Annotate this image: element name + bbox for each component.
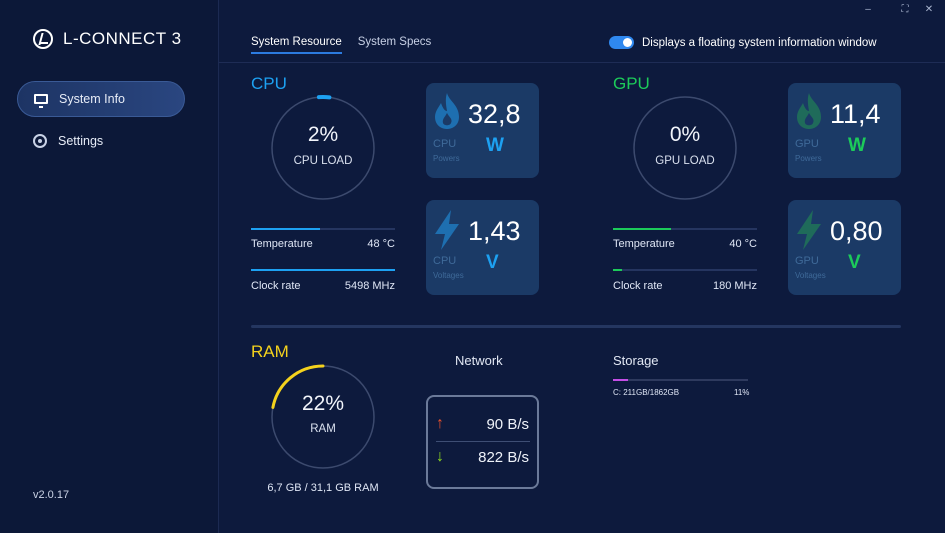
ram-load-label: RAM [310,423,336,435]
storage-drive-percent: 11% [734,388,750,397]
gpu-clock-label: Clock rate [613,280,663,292]
gpu-power-card: 11,4 W GPU Powers [788,83,901,178]
flame-icon [435,93,459,129]
cpu-power-unit: W [486,135,504,156]
floating-window-label: Displays a floating system information w… [642,36,877,49]
version-label: v2.0.17 [33,489,70,501]
section-divider [251,325,901,328]
cpu-voltage-sub: Voltages [433,271,464,280]
sidebar-item-system-info[interactable]: System Info [17,81,185,117]
monitor-icon [33,91,49,108]
floating-window-setting: Displays a floating system information w… [609,36,877,49]
gpu-temperature-bar [613,228,757,230]
cpu-load-value: 2% [307,123,339,146]
storage-bar-fill [613,379,628,381]
cpu-voltage-name: CPU [433,255,457,267]
cpu-voltage-card: 1,43 V CPU Voltages [426,200,539,295]
ram-load-value: 22% [301,392,345,415]
cpu-clock-bar [251,269,395,271]
gpu-voltage-name: GPU [795,255,819,267]
gpu-power-sub: Powers [795,154,822,163]
gpu-clock-bar-fill [613,269,622,271]
app-title: L-CONNECT 3 [63,29,182,48]
download-speed: 822 B/s [478,449,529,466]
ram-title: RAM [251,342,289,361]
cpu-voltage-unit: V [486,252,499,273]
gpu-voltage-card: 0,80 V GPU Voltages [788,200,901,295]
close-button[interactable]: ✕ [924,4,934,15]
header-divider [219,62,945,63]
gpu-clock-value: 180 MHz [712,280,757,292]
gpu-temperature-bar-fill [613,228,671,230]
cpu-power-name: CPU [433,138,457,150]
cpu-clock-value: 5498 MHz [344,280,395,292]
upload-speed: 90 B/s [486,416,529,433]
cpu-power-card: 32,8 W CPU Powers [426,83,539,178]
cpu-voltage-value: 1,43 [468,216,521,246]
storage-drive-label: C: 211GB/1862GB [613,388,680,397]
gpu-power-unit: W [848,135,866,156]
cpu-temperature-bar-fill [251,228,321,230]
gpu-title: GPU [613,74,650,93]
lightning-icon [435,210,459,250]
network-separator [436,441,530,442]
gpu-load-label: GPU LOAD [655,155,715,167]
cpu-power-value: 32,8 [468,99,521,129]
network-card: ↑ 90 B/s ↓ 822 B/s [426,395,539,489]
ram-load-arc [271,364,325,409]
gear-icon [32,133,48,149]
cpu-load-gauge [271,95,375,200]
maximize-button[interactable]: ⛶ [901,4,909,15]
ram-capacity: 6,7 GB / 31,1 GB RAM [267,482,379,494]
minimize-button[interactable]: – [865,4,871,15]
gpu-temperature-value: 40 °C [729,238,757,250]
brand: L-CONNECT 3 [33,29,182,49]
gpu-power-name: GPU [795,138,819,150]
cpu-temperature-label: Temperature [251,238,313,250]
tab-system-specs[interactable]: System Specs [357,36,432,48]
gpu-voltage-value: 0,80 [830,216,883,246]
gpu-clock-bar [613,269,757,271]
cpu-load-label: CPU LOAD [293,155,353,167]
storage-bar [613,379,748,381]
lian-li-logo-icon [33,29,53,49]
cpu-clock-bar-fill [251,269,395,271]
cpu-clock-label: Clock rate [251,280,301,292]
sidebar-item-settings[interactable]: Settings [17,123,185,159]
cpu-power-sub: Powers [433,154,460,163]
gpu-load-gauge [633,96,737,200]
ram-load-gauge [271,364,375,469]
lightning-icon [797,210,821,250]
floating-window-toggle[interactable] [609,36,634,49]
tab-system-resource[interactable]: System Resource [251,36,342,54]
sidebar: L-CONNECT 3 System Info Settings v2.0.17 [0,0,219,533]
gpu-voltage-sub: Voltages [795,271,826,280]
gpu-power-value: 11,4 [830,99,881,129]
cpu-title: CPU [251,74,287,93]
cpu-temperature-value: 48 °C [367,238,395,250]
cpu-temperature-bar [251,228,395,230]
upload-arrow-icon: ↑ [436,415,444,432]
tab-bar: System Resource System Specs [251,36,431,54]
download-arrow-icon: ↓ [436,448,444,465]
network-title: Network [455,353,503,368]
gpu-temperature-label: Temperature [613,238,675,250]
storage-title: Storage [613,353,659,368]
gpu-load-value: 0% [669,123,701,146]
sidebar-item-label: Settings [58,134,104,148]
gpu-voltage-unit: V [848,252,861,273]
sidebar-item-label: System Info [59,92,125,106]
flame-icon [797,93,821,129]
